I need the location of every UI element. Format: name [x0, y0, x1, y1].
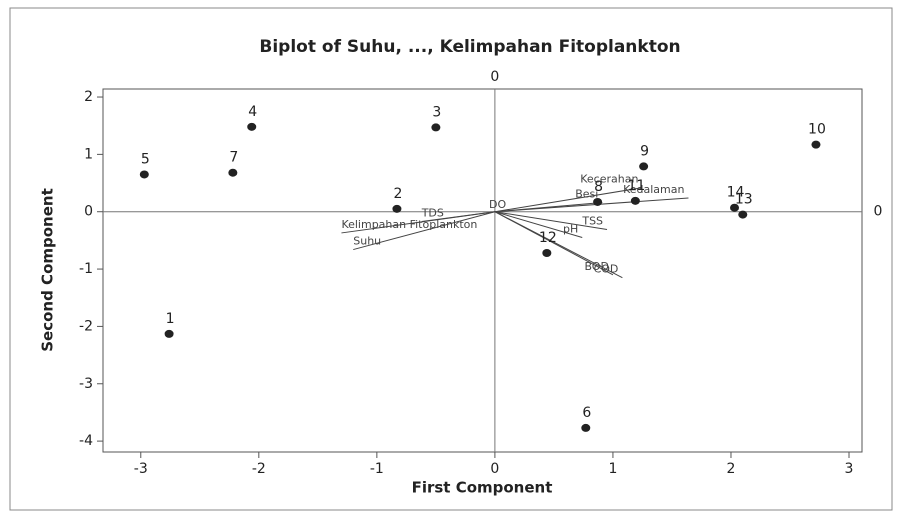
loading-vector: [494, 211, 608, 230]
vector-label: BOD: [584, 260, 608, 273]
loading-vector: [353, 211, 496, 251]
point-label: 14: [727, 185, 745, 201]
point: [431, 123, 441, 132]
point: [630, 196, 640, 205]
vector-label: Besi: [575, 188, 598, 201]
loading-vector: [341, 211, 495, 234]
loading-vector: [494, 211, 623, 279]
point: [139, 170, 149, 179]
x-tick-label: -2: [252, 461, 266, 477]
point-label: 11: [627, 178, 645, 194]
point-label: 12: [539, 230, 557, 246]
vector-label: Kecerahan: [580, 173, 638, 186]
x-tick-label: -1: [370, 461, 384, 477]
y-tick-label: -3: [79, 376, 93, 392]
point-label: 9: [640, 143, 649, 159]
plot-area: [102, 88, 863, 453]
point-label: 8: [594, 179, 603, 195]
point-label: 2: [393, 186, 402, 202]
point-label: 3: [432, 104, 441, 120]
vector-label: DO: [489, 198, 506, 211]
x-axis-label: First Component: [412, 479, 553, 497]
point: [164, 329, 174, 338]
y-tick-label: 2: [84, 89, 93, 105]
y-tick-label: -4: [79, 433, 93, 449]
frame: [9, 7, 893, 511]
chart-title: Biplot of Suhu, ..., Kelimpahan Fitoplan…: [259, 37, 680, 57]
vector-label: Kelimpahan Fitoplankton: [341, 218, 477, 231]
x-tick-label: -3: [134, 461, 148, 477]
x-tick-label: 0: [490, 461, 499, 477]
point-label: 4: [248, 104, 257, 120]
y-tick-label: 1: [84, 146, 93, 162]
loading-vector: [494, 202, 603, 213]
point: [581, 423, 591, 432]
point-label: 10: [808, 122, 826, 138]
point: [247, 122, 257, 131]
point: [738, 210, 748, 219]
point: [811, 140, 821, 149]
point: [542, 249, 552, 258]
vector-label: TDS: [421, 206, 444, 219]
point-label: 5: [141, 151, 150, 167]
point: [228, 168, 238, 177]
x-tick-label: 2: [727, 461, 736, 477]
x-tick-label: 1: [608, 461, 617, 477]
y-axis-label: Second Component: [39, 188, 57, 352]
loading-vector: [494, 211, 583, 239]
y-tick-label: -1: [79, 261, 93, 277]
vector-label: Suhu: [353, 235, 381, 248]
reference-label: 0: [874, 204, 883, 220]
point-label: 13: [735, 192, 753, 208]
point-label: 1: [166, 311, 175, 327]
vector-label: TSS: [581, 214, 603, 227]
point: [730, 203, 740, 212]
point-label: 6: [582, 405, 591, 421]
point: [639, 162, 649, 171]
y-tick-label: -2: [79, 318, 93, 334]
vector-label: Kedalaman: [623, 183, 684, 196]
point: [392, 204, 402, 213]
point: [593, 197, 603, 206]
reference-label: 0: [490, 69, 499, 85]
vector-label: COD: [594, 263, 619, 276]
x-tick-label: 3: [845, 461, 854, 477]
point-label: 7: [229, 150, 238, 166]
vector-label: pH: [563, 223, 578, 236]
loading-vector: [494, 187, 643, 213]
y-tick-label: 0: [84, 204, 93, 220]
